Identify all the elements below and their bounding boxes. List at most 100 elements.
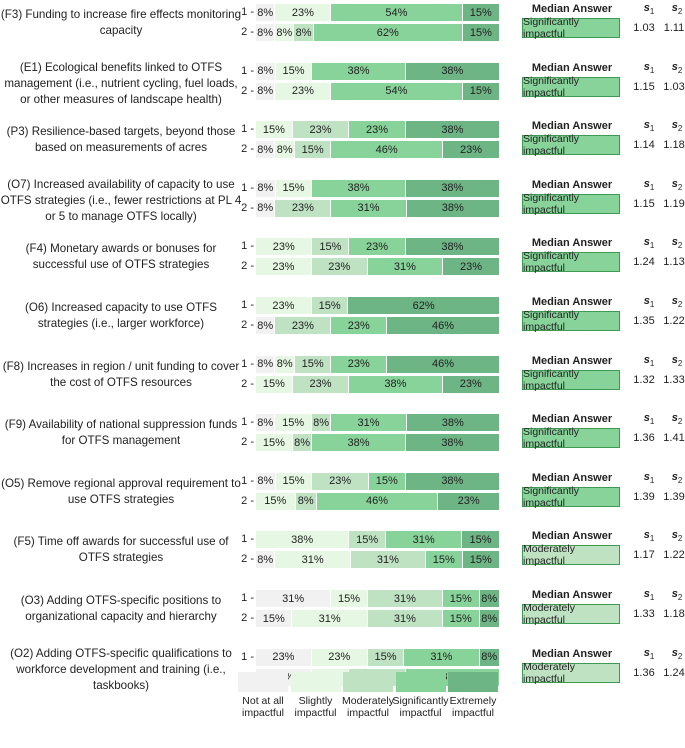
- response-round-label: 2 -: [241, 553, 254, 566]
- bar-segment: 8%: [295, 492, 317, 510]
- bar-segment: 62%: [348, 297, 499, 314]
- response-round-label: 2 -: [241, 377, 254, 390]
- bar-segment: 31%: [350, 551, 427, 569]
- legend-label-line: Moderately: [342, 695, 394, 707]
- bar-segment: 15%: [462, 4, 499, 21]
- median-answer-badge: Significantly impactful: [522, 75, 620, 99]
- s-symbol: s: [671, 412, 678, 425]
- s2-header: s2: [662, 295, 685, 309]
- median-answer-badge: Significantly impactful: [522, 16, 620, 40]
- bar-segment: 38%: [312, 179, 406, 197]
- bar-segment: 23%: [331, 317, 388, 334]
- bar-segment: 15%: [311, 297, 349, 314]
- question-label: (O6) Increased capacity to use OTFS stra…: [24, 301, 218, 330]
- bar-segment: 15%: [426, 551, 463, 569]
- median-answer-badge: Moderately impactful: [522, 543, 620, 567]
- median-answer-badge: Significantly impactful: [522, 485, 620, 509]
- bar-segment: 15%: [331, 590, 368, 607]
- s-subscript: 2: [677, 300, 683, 310]
- s1-value: 1.15: [633, 80, 655, 93]
- s-subscript: 2: [677, 241, 683, 251]
- question-row: (O5) Remove regional approval requiremen…: [0, 470, 685, 528]
- s-symbol: s: [643, 353, 650, 366]
- question-label: (P3) Resilience-based targets, beyond th…: [6, 125, 236, 155]
- stacked-bar: 23% 23% 31% 23%: [256, 258, 499, 276]
- s-subscript: 1: [649, 358, 655, 368]
- s2-value: 1.11: [663, 22, 685, 34]
- s-symbol: s: [643, 412, 650, 425]
- response-round-label: 2 -: [241, 260, 254, 273]
- s-symbol: s: [671, 646, 678, 659]
- s-subscript: 2: [677, 358, 683, 368]
- stacked-bar: 15% 23% 23% 38%: [256, 121, 499, 139]
- s-subscript: 1: [649, 65, 655, 75]
- s-subscript: 2: [677, 65, 683, 75]
- median-answer-badge: Significantly impactful: [522, 250, 620, 274]
- bar-segment: 8%: [256, 179, 276, 197]
- legend-item: Significantly impactful: [393, 672, 449, 719]
- bar-segment: 31%: [367, 258, 444, 276]
- bar-segment: 23%: [256, 258, 312, 276]
- bar-segment: 8%: [275, 141, 295, 159]
- bar-segment: 31%: [367, 610, 444, 627]
- legend-label-line: impactful: [399, 707, 442, 719]
- s-symbol: s: [643, 236, 650, 249]
- stacked-bar: 8% 15% 23% 15% 38%: [256, 472, 499, 490]
- s2-value: 1.41: [663, 432, 685, 445]
- bar-segment: 38%: [406, 199, 499, 217]
- median-answer-badge: Significantly impactful: [522, 426, 620, 450]
- s2-header: s2: [662, 119, 685, 133]
- bar-segment: 38%: [405, 434, 499, 452]
- median-answer-header: Median Answer: [531, 120, 613, 133]
- bar-segment: 23%: [443, 258, 499, 276]
- legend-swatch: [395, 672, 446, 692]
- bar-segment: 8%: [256, 317, 276, 334]
- bar-segment: 31%: [331, 414, 407, 432]
- legend-label-line: impactful: [241, 707, 284, 719]
- legend-label-line: impactful: [451, 707, 494, 719]
- s-symbol: s: [643, 60, 650, 73]
- median-answer-header: Median Answer: [531, 354, 613, 367]
- legend-swatch: [290, 672, 341, 692]
- s1-value: 1.36: [633, 666, 655, 679]
- bar-segment: 38%: [406, 414, 499, 432]
- bar-segment: 15%: [312, 238, 350, 256]
- bar-segment: 23%: [256, 648, 312, 666]
- bar-segment: 15%: [462, 82, 499, 100]
- median-answer-badge: Moderately impactful: [522, 661, 620, 685]
- response-round-label: 2 -: [241, 319, 254, 331]
- s-subscript: 1: [649, 651, 655, 661]
- s-subscript: 1: [649, 182, 655, 192]
- legend-label-line: Extremely: [449, 695, 497, 707]
- s2-value: 1.24: [663, 666, 685, 679]
- s-subscript: 1: [649, 417, 655, 427]
- bar-segment: 38%: [405, 62, 499, 80]
- s1-header: s1: [634, 354, 664, 368]
- bar-segment: 38%: [312, 434, 406, 452]
- legend-label-line: Slightly: [298, 695, 333, 707]
- bar-segment: 46%: [387, 355, 499, 373]
- s-subscript: 2: [677, 593, 683, 603]
- s-subscript: 2: [677, 124, 683, 134]
- response-round-label: 1 -: [241, 416, 254, 429]
- s1-header: s1: [634, 61, 664, 75]
- bar-segment: 38%: [405, 472, 499, 490]
- question-label: (F8) Increases in region / unit funding …: [2, 359, 240, 389]
- s2-header: s2: [662, 2, 685, 16]
- question-row: (F3) Funding to increase fire effects mo…: [0, 1, 685, 59]
- question-row: (O6) Increased capacity to use OTFS stra…: [0, 294, 685, 352]
- median-answer-header: Median Answer: [531, 61, 613, 74]
- s-symbol: s: [671, 2, 678, 14]
- bar-segment: 23%: [275, 82, 332, 100]
- s1-value: 1.17: [633, 549, 655, 562]
- bar-segment: 23%: [256, 297, 312, 314]
- bar-segment: 8%: [256, 62, 276, 80]
- question-row: (O3) Adding OTFS-specific positions to o…: [0, 587, 685, 645]
- bar-segment: 15%: [462, 531, 499, 549]
- s1-header: s1: [634, 2, 664, 16]
- stacked-bar: 15% 8% 46% 23%: [256, 492, 499, 510]
- s1-value: 1.14: [633, 139, 655, 152]
- s1-header: s1: [634, 647, 664, 661]
- bar-segment: 54%: [331, 4, 463, 21]
